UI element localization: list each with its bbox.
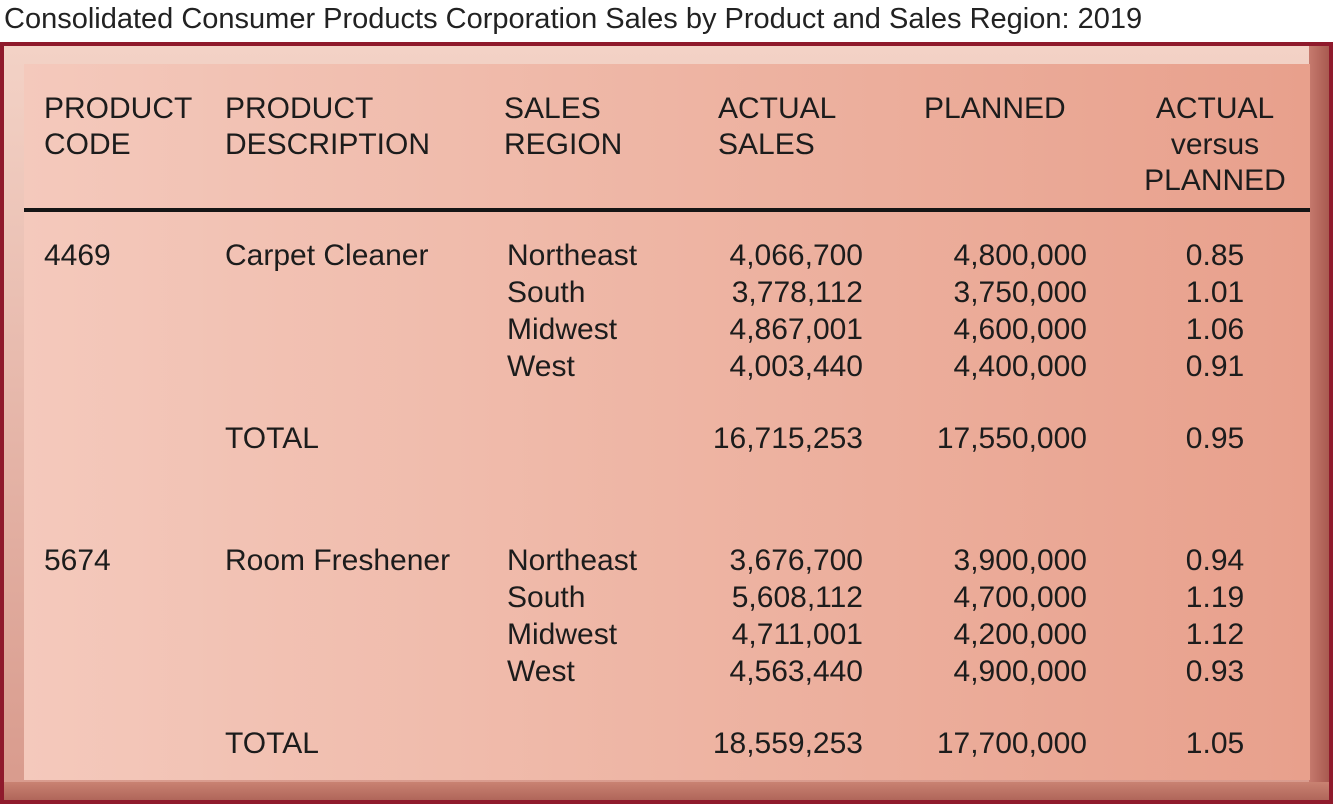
ratio-cell: 1.12	[1185, 618, 1245, 651]
header-text: SALES	[504, 92, 601, 125]
planned-column: 3,900,000 4,700,000 4,200,000 4,900,000	[900, 542, 1087, 690]
planned-cell: 4,400,000	[953, 350, 1087, 383]
total-actual: 16,715,253	[712, 422, 863, 455]
product-code: 5674	[44, 544, 111, 577]
header-text: SALES	[718, 128, 815, 161]
actual-sales-column: 4,066,700 3,778,112 4,867,001 4,003,440	[680, 237, 863, 385]
header-rule	[24, 208, 1310, 212]
actual-sales-column: 3,676,700 5,608,112 4,711,001 4,563,440	[680, 542, 863, 690]
header-product-description: PRODUCT DESCRIPTION	[225, 91, 430, 163]
header-actual-versus-planned: ACTUAL versus PLANNED	[1130, 91, 1300, 199]
planned-cell: 4,600,000	[953, 313, 1087, 346]
actual-cell: 4,066,700	[729, 239, 863, 272]
region-cell: South	[507, 581, 586, 614]
product-code: 4469	[44, 239, 111, 272]
region-cell: Midwest	[507, 313, 618, 346]
frame-bevel-right	[1309, 46, 1329, 800]
header-text: PRODUCT	[44, 92, 193, 125]
actual-cell: 4,867,001	[729, 313, 863, 346]
header-text: versus	[1170, 128, 1260, 161]
planned-cell: 4,700,000	[953, 581, 1087, 614]
header-actual-sales: ACTUAL SALES	[718, 91, 836, 163]
product-description: Carpet Cleaner	[225, 239, 429, 272]
ratio-cell: 0.93	[1185, 655, 1245, 688]
frame-bevel-bottom	[4, 782, 1329, 800]
sales-region: Northeast South Midwest West	[507, 542, 637, 690]
header-text: PLANNED	[924, 92, 1066, 125]
ratio-cell: 0.91	[1185, 350, 1245, 383]
table-frame: PRODUCT CODE PRODUCT DESCRIPTION SALES R…	[0, 42, 1333, 804]
total-actual: 18,559,253	[712, 727, 863, 760]
header-text: CODE	[44, 128, 131, 161]
region-cell: Northeast	[507, 544, 638, 577]
header-text: DESCRIPTION	[225, 128, 431, 161]
actual-cell: 4,563,440	[729, 655, 863, 688]
planned-cell: 4,200,000	[953, 618, 1087, 651]
header-text: PLANNED	[1144, 164, 1286, 197]
planned-column: 4,800,000 3,750,000 4,600,000 4,400,000	[900, 237, 1087, 385]
ratio-cell: 1.19	[1185, 581, 1245, 614]
header-text: ACTUAL	[718, 92, 837, 125]
region-cell: Midwest	[507, 618, 618, 651]
sales-region: Northeast South Midwest West	[507, 237, 637, 385]
actual-cell: 4,711,001	[731, 618, 863, 651]
actual-cell: 3,676,700	[729, 544, 863, 577]
planned-cell: 4,900,000	[953, 655, 1087, 688]
ratio-cell: 1.06	[1185, 313, 1245, 346]
region-cell: South	[507, 276, 586, 309]
actual-cell: 5,608,112	[731, 581, 863, 614]
total-planned: 17,700,000	[936, 727, 1087, 760]
total-ratio: 1.05	[1185, 727, 1245, 760]
total-label: TOTAL	[225, 422, 319, 455]
table-panel	[24, 64, 1310, 780]
total-label: TOTAL	[225, 727, 319, 760]
ratio-column: 0.85 1.01 1.06 0.91	[1150, 237, 1280, 385]
header-text: PRODUCT	[225, 92, 374, 125]
header-planned: PLANNED	[924, 91, 1066, 127]
page-title: Consolidated Consumer Products Corporati…	[4, 3, 1143, 35]
header-sales-region: SALES REGION	[504, 91, 622, 163]
actual-cell: 4,003,440	[729, 350, 863, 383]
actual-cell: 3,778,112	[731, 276, 863, 309]
header-text: REGION	[504, 128, 623, 161]
ratio-cell: 1.01	[1185, 276, 1245, 309]
region-cell: Northeast	[507, 239, 638, 272]
total-planned: 17,550,000	[936, 422, 1087, 455]
product-description: Room Freshener	[225, 544, 451, 577]
region-cell: West	[507, 655, 575, 688]
ratio-cell: 0.85	[1185, 239, 1245, 272]
total-ratio: 0.95	[1185, 422, 1245, 455]
header-text: ACTUAL	[1155, 92, 1275, 125]
planned-cell: 4,800,000	[953, 239, 1087, 272]
planned-cell: 3,900,000	[953, 544, 1087, 577]
ratio-column: 0.94 1.19 1.12 0.93	[1150, 542, 1280, 690]
planned-cell: 3,750,000	[953, 276, 1087, 309]
region-cell: West	[507, 350, 575, 383]
header-product-code: PRODUCT CODE	[44, 91, 192, 163]
ratio-cell: 0.94	[1185, 544, 1245, 577]
